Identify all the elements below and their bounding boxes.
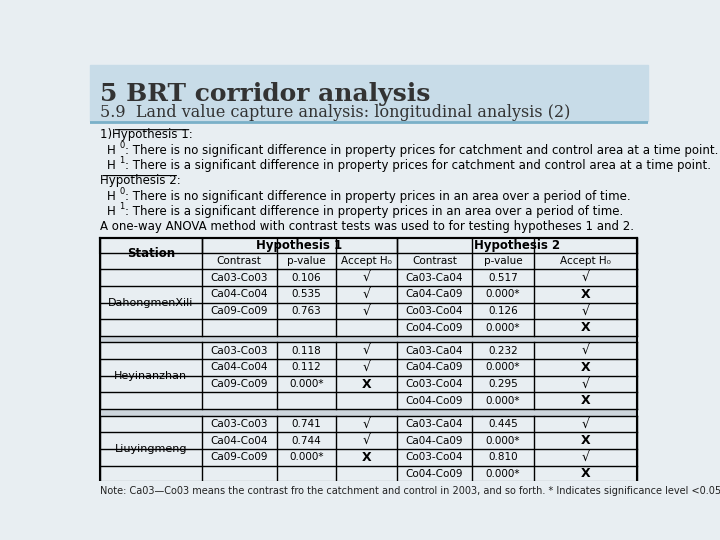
Text: Contrast: Contrast — [412, 256, 457, 266]
Text: Co03-Co04: Co03-Co04 — [406, 379, 463, 389]
Text: H: H — [107, 159, 115, 172]
Text: √: √ — [362, 345, 370, 357]
Text: 0.445: 0.445 — [488, 419, 518, 429]
Text: Co03-Co04: Co03-Co04 — [406, 452, 463, 462]
Text: 0.126: 0.126 — [488, 306, 518, 316]
Text: Ca03-Co03: Ca03-Co03 — [210, 273, 268, 282]
Text: Note: Ca03—Co03 means the contrast fro the catchment and control in 2003, and so: Note: Ca03—Co03 means the contrast fro t… — [100, 485, 720, 496]
Text: Ca09-Co09: Ca09-Co09 — [210, 306, 268, 316]
Text: 0.232: 0.232 — [488, 346, 518, 356]
Text: Ca09-Co09: Ca09-Co09 — [210, 379, 268, 389]
Text: 0.000*: 0.000* — [486, 469, 520, 479]
Text: Co04-Co09: Co04-Co09 — [406, 469, 463, 479]
Text: Contrast: Contrast — [217, 256, 261, 266]
Text: Co04-Co09: Co04-Co09 — [406, 322, 463, 333]
Text: 0.517: 0.517 — [488, 273, 518, 282]
Text: Ca03-Co03: Ca03-Co03 — [210, 419, 268, 429]
Text: Co03-Co04: Co03-Co04 — [406, 306, 463, 316]
Text: 1: 1 — [120, 156, 125, 165]
Text: Ca03-Ca04: Ca03-Ca04 — [406, 273, 463, 282]
Text: 5.9  Land value capture analysis: longitudinal analysis (2): 5.9 Land value capture analysis: longitu… — [100, 104, 570, 122]
Text: Ca04-Ca09: Ca04-Ca09 — [406, 289, 463, 299]
Text: √: √ — [362, 361, 370, 374]
Text: 0.118: 0.118 — [292, 346, 321, 356]
Text: Hypothesis 2: Hypothesis 2 — [474, 239, 560, 252]
Text: A one-way ANOVA method with contrast tests was used to for testing hypotheses 1 : A one-way ANOVA method with contrast tes… — [100, 220, 634, 233]
Text: 1: 1 — [120, 202, 125, 211]
Text: : There is a significant difference in property prices in an area over a period : : There is a significant difference in p… — [125, 205, 624, 218]
Text: 0: 0 — [120, 187, 125, 195]
Text: X: X — [361, 451, 371, 464]
Text: Ca04-Co04: Ca04-Co04 — [210, 436, 268, 446]
Text: 0.741: 0.741 — [292, 419, 321, 429]
Text: Hypothesis 1: Hypothesis 1 — [256, 239, 342, 252]
Text: H: H — [107, 144, 115, 157]
Text: p-value: p-value — [287, 256, 325, 266]
Text: √: √ — [581, 451, 589, 464]
Text: : There is no significant difference in property prices in an area over a period: : There is no significant difference in … — [125, 190, 631, 202]
Text: √: √ — [362, 417, 370, 430]
Text: √: √ — [581, 345, 589, 357]
Text: 0.106: 0.106 — [292, 273, 321, 282]
Text: X: X — [580, 288, 590, 301]
Bar — [100, 238, 636, 482]
Text: Hypothesis 2:: Hypothesis 2: — [100, 174, 181, 187]
Text: 0.810: 0.810 — [488, 452, 518, 462]
Text: Ca03-Ca04: Ca03-Ca04 — [406, 346, 463, 356]
Text: Ca04-Ca09: Ca04-Ca09 — [406, 436, 463, 446]
Bar — [90, 65, 648, 121]
Text: 0.295: 0.295 — [488, 379, 518, 389]
Text: 0.744: 0.744 — [292, 436, 321, 446]
Text: 0.000*: 0.000* — [486, 322, 520, 333]
Text: Ca04-Co04: Ca04-Co04 — [210, 362, 268, 373]
Text: 0.000*: 0.000* — [486, 362, 520, 373]
Text: X: X — [580, 321, 590, 334]
Text: Station: Station — [127, 247, 175, 260]
Text: Ca04-Ca09: Ca04-Ca09 — [406, 362, 463, 373]
Text: 0.000*: 0.000* — [486, 436, 520, 446]
Text: Ca09-Co09: Ca09-Co09 — [210, 452, 268, 462]
Text: 0.000*: 0.000* — [486, 396, 520, 406]
Text: 0.000*: 0.000* — [289, 379, 323, 389]
Text: √: √ — [362, 434, 370, 447]
Text: √: √ — [581, 305, 589, 318]
Text: 5 BRT corridor analysis: 5 BRT corridor analysis — [100, 82, 431, 106]
Text: H: H — [107, 190, 115, 202]
Text: Co04-Co09: Co04-Co09 — [406, 396, 463, 406]
Text: Ca03-Co03: Ca03-Co03 — [210, 346, 268, 356]
Text: Ca03-Ca04: Ca03-Ca04 — [406, 419, 463, 429]
Text: H: H — [107, 205, 115, 218]
Text: X: X — [580, 434, 590, 447]
Text: X: X — [580, 394, 590, 407]
Text: DahongmenXili: DahongmenXili — [108, 298, 194, 308]
Text: √: √ — [581, 377, 589, 390]
Text: √: √ — [581, 417, 589, 430]
Text: : There is no significant difference in property prices for catchment and contro: : There is no significant difference in … — [125, 144, 719, 157]
Text: 0.535: 0.535 — [292, 289, 321, 299]
Bar — [100, 336, 636, 342]
Text: 1): 1) — [100, 129, 116, 141]
Bar — [100, 409, 636, 416]
Text: Hypothesis 1:: Hypothesis 1: — [112, 129, 193, 141]
Text: Accept H₀: Accept H₀ — [559, 256, 611, 266]
Text: 0.000*: 0.000* — [486, 289, 520, 299]
Text: 0.000*: 0.000* — [289, 452, 323, 462]
Text: 0: 0 — [120, 141, 125, 150]
Text: √: √ — [362, 271, 370, 284]
Text: X: X — [580, 467, 590, 481]
Text: 0.763: 0.763 — [292, 306, 321, 316]
Text: X: X — [580, 361, 590, 374]
Text: Accept H₀: Accept H₀ — [341, 256, 392, 266]
Text: : There is a significant difference in property prices for catchment and control: : There is a significant difference in p… — [125, 159, 711, 172]
Text: 0.112: 0.112 — [292, 362, 321, 373]
Text: √: √ — [581, 271, 589, 284]
Text: √: √ — [362, 305, 370, 318]
Text: X: X — [361, 377, 371, 390]
Text: Liuyingmeng: Liuyingmeng — [114, 444, 187, 454]
Text: Heyinanzhan: Heyinanzhan — [114, 371, 187, 381]
Text: √: √ — [362, 288, 370, 301]
Text: Ca04-Co04: Ca04-Co04 — [210, 289, 268, 299]
Text: p-value: p-value — [484, 256, 522, 266]
